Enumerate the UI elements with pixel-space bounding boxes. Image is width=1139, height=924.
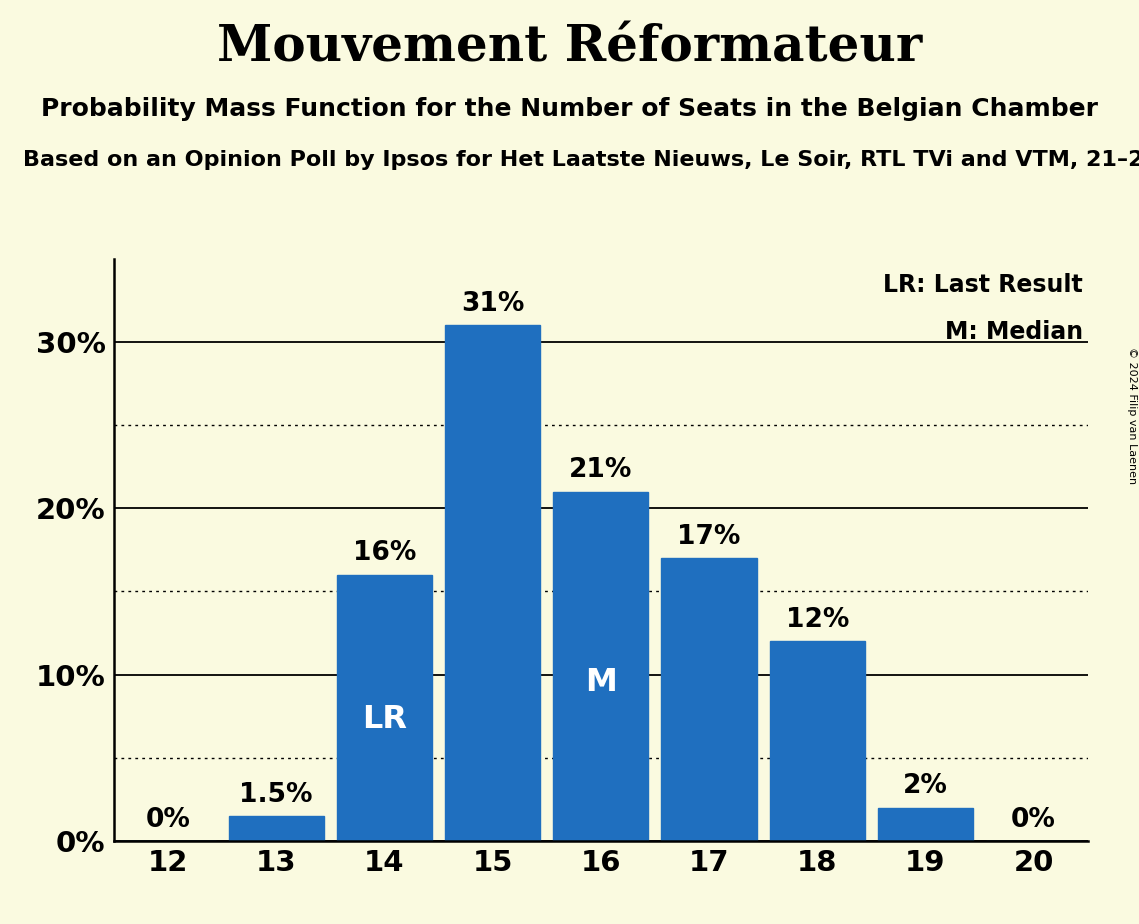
Text: 1.5%: 1.5% (239, 782, 313, 808)
Text: M: M (585, 666, 616, 698)
Text: Mouvement Réformateur: Mouvement Réformateur (216, 23, 923, 72)
Text: LR: LR (362, 704, 407, 736)
Bar (337, 575, 432, 841)
Text: 12%: 12% (786, 607, 849, 633)
Text: 0%: 0% (146, 807, 190, 833)
Text: LR: Last Result: LR: Last Result (883, 274, 1083, 298)
Bar (554, 492, 648, 841)
Bar (662, 558, 756, 841)
Text: M: Median: M: Median (944, 320, 1083, 344)
Text: © 2024 Filip van Laenen: © 2024 Filip van Laenen (1126, 347, 1137, 484)
Text: 17%: 17% (678, 524, 740, 550)
Text: Probability Mass Function for the Number of Seats in the Belgian Chamber: Probability Mass Function for the Number… (41, 97, 1098, 121)
Text: 0%: 0% (1011, 807, 1056, 833)
Text: 2%: 2% (903, 773, 948, 799)
Text: 31%: 31% (461, 291, 524, 317)
Bar (878, 808, 973, 841)
Bar (770, 641, 865, 841)
Bar (445, 325, 540, 841)
Text: 16%: 16% (353, 541, 416, 566)
Text: 21%: 21% (570, 457, 632, 483)
Bar (229, 816, 323, 841)
Text: Based on an Opinion Poll by Ipsos for Het Laatste Nieuws, Le Soir, RTL TVi and V: Based on an Opinion Poll by Ipsos for He… (23, 150, 1139, 170)
